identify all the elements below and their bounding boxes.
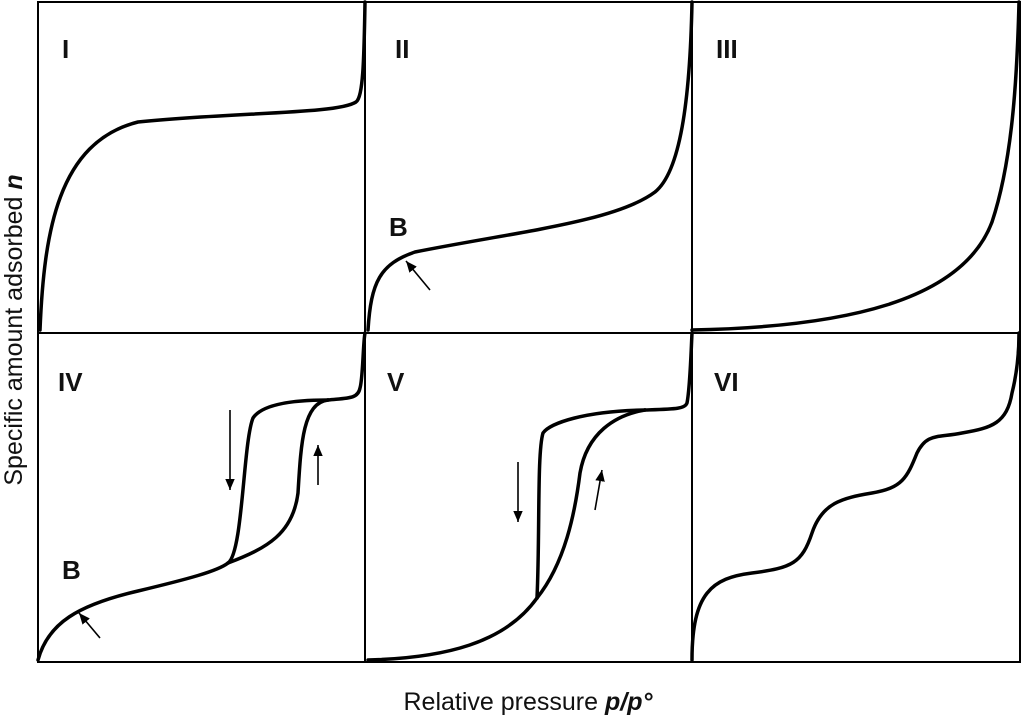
panel: I xyxy=(38,0,367,332)
isotherm-curve xyxy=(38,0,367,332)
x-axis-text: Relative pressure xyxy=(404,688,599,716)
arrow xyxy=(405,260,431,291)
panel-label: V xyxy=(387,367,405,397)
x-axis-symbol: p/p° xyxy=(604,688,653,716)
point-label: B xyxy=(389,212,408,242)
adsorption-branch xyxy=(226,398,330,565)
y-axis-symbol: n xyxy=(0,174,28,189)
x-axis-label: Relative pressure p/p° xyxy=(404,688,654,716)
desorption-branch xyxy=(535,408,647,600)
panel: V xyxy=(366,331,694,662)
panel: VI xyxy=(690,331,1021,662)
y-axis-label: Specific amount adsorbed n xyxy=(0,174,28,485)
isotherm-curve xyxy=(366,0,694,332)
isotherm-curve xyxy=(690,331,1021,662)
isotherm-curve xyxy=(326,331,367,402)
panel-label: III xyxy=(716,34,738,64)
isotherm-curve xyxy=(690,0,1021,332)
arrow xyxy=(78,612,101,639)
panel: III xyxy=(690,0,1021,332)
isotherm-curve xyxy=(643,331,694,412)
panel-label: VI xyxy=(714,367,739,397)
panel-label: II xyxy=(395,34,409,64)
panel: IV B xyxy=(36,331,367,662)
isotherm-curve xyxy=(366,596,539,662)
panel: II B xyxy=(366,0,694,332)
desorption-branch xyxy=(226,398,330,565)
isotherm-curve xyxy=(36,561,230,662)
y-axis-text: Specific amount adsorbed xyxy=(0,197,28,486)
panel-label: I xyxy=(62,34,69,64)
point-label: B xyxy=(62,555,81,585)
arrow xyxy=(594,469,605,511)
panel-label: IV xyxy=(58,367,83,397)
adsorption-branch xyxy=(535,408,647,600)
